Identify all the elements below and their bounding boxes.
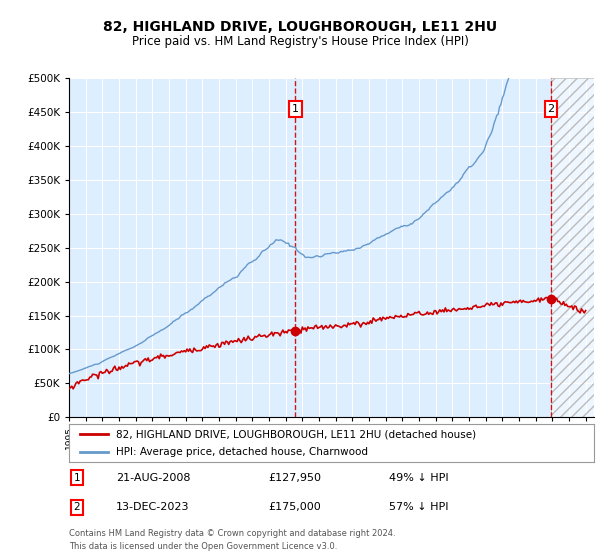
Text: 1: 1 [292, 104, 299, 114]
Bar [551, 78, 594, 417]
Text: £175,000: £175,000 [269, 502, 321, 512]
Text: 13-DEC-2023: 13-DEC-2023 [116, 502, 190, 512]
Text: Price paid vs. HM Land Registry's House Price Index (HPI): Price paid vs. HM Land Registry's House … [131, 35, 469, 48]
Text: 21-AUG-2008: 21-AUG-2008 [116, 473, 191, 483]
Text: 82, HIGHLAND DRIVE, LOUGHBOROUGH, LE11 2HU: 82, HIGHLAND DRIVE, LOUGHBOROUGH, LE11 2… [103, 20, 497, 34]
Text: 49% ↓ HPI: 49% ↓ HPI [389, 473, 449, 483]
Bar [551, 78, 594, 417]
Text: Contains HM Land Registry data © Crown copyright and database right 2024.: Contains HM Land Registry data © Crown c… [69, 529, 395, 538]
Text: 1: 1 [74, 473, 80, 483]
Text: 57% ↓ HPI: 57% ↓ HPI [389, 502, 449, 512]
Text: This data is licensed under the Open Government Licence v3.0.: This data is licensed under the Open Gov… [69, 542, 337, 551]
Text: HPI: Average price, detached house, Charnwood: HPI: Average price, detached house, Char… [116, 447, 368, 457]
Text: £127,950: £127,950 [269, 473, 322, 483]
Text: 82, HIGHLAND DRIVE, LOUGHBOROUGH, LE11 2HU (detached house): 82, HIGHLAND DRIVE, LOUGHBOROUGH, LE11 2… [116, 429, 476, 439]
Text: 2: 2 [74, 502, 80, 512]
Text: 2: 2 [547, 104, 554, 114]
